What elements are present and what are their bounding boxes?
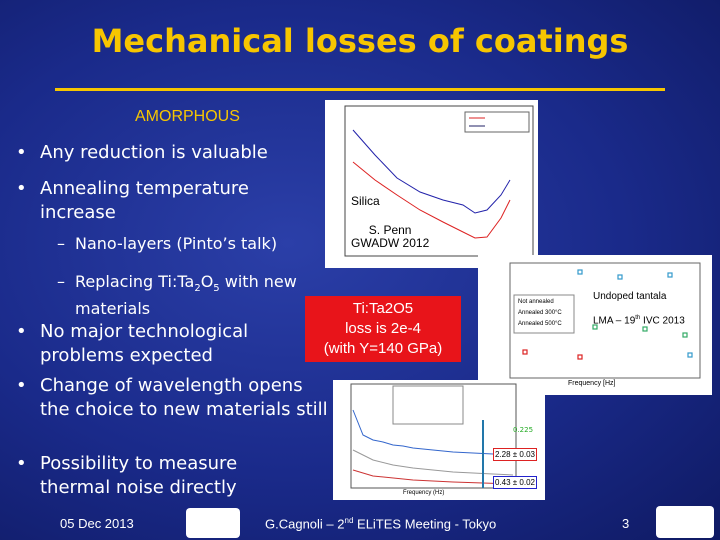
bullet-text: Possibility to measure thermal noise dir… [40, 453, 238, 498]
tantala-figure: Not annealed Annealed 300°C Annealed 500… [478, 255, 712, 395]
credit-part: IVC 2013 [640, 315, 685, 327]
legend-box [464, 111, 530, 133]
footer-date: 05 Dec 2013 [60, 516, 134, 531]
credit-part: th [635, 315, 641, 321]
sub-bullet-text: Nano-layers (Pinto’s talk) [75, 234, 278, 253]
event-part: nd [344, 516, 354, 525]
legend-entry: Annealed 300°C [518, 310, 562, 316]
text-part: 2 [194, 283, 201, 295]
figure-label: Undoped tantala [593, 291, 667, 302]
silica-plot [344, 105, 534, 257]
title: Mechanical losses of coatings [91, 22, 629, 60]
tantala-plot [509, 262, 701, 379]
bullet: • No major technological problems expecte… [16, 321, 249, 366]
annotation: 2.28 ± 0.03 [493, 448, 537, 461]
section-label: AMORPHOUS [135, 108, 240, 125]
callout-line: loss is 2e-4 [345, 320, 421, 337]
credit-line: GWADW 2012 [351, 236, 430, 250]
callout-line: (with Y=140 GPa) [323, 340, 443, 357]
text-part: O [200, 272, 214, 291]
legend: Not annealed Annealed 300°C Annealed 500… [518, 297, 562, 330]
event-part: ELiTES Meeting - Tokyo [353, 516, 497, 532]
curve [352, 469, 514, 485]
annotation: 0.43 ± 0.02 [493, 476, 537, 489]
curve [352, 161, 511, 239]
footer-event: G.Cagnoli – 2nd ELiTES Meeting - Tokyo [265, 516, 496, 531]
plot-frame [350, 383, 517, 489]
text-part: 5 [213, 283, 220, 295]
figure-credit: LMA – 19th IVC 2013 [593, 315, 685, 326]
curve [352, 449, 514, 476]
bullet: • Change of wavelength opens the choice t… [16, 375, 328, 420]
figure-credit: S. Penn GWADW 2012 [351, 224, 429, 250]
x-axis-label: Frequency [Hz] [568, 380, 616, 387]
event-part: G.Cagnoli – 2 [265, 516, 345, 532]
title-rule [55, 88, 665, 91]
plot-frame [509, 262, 701, 379]
legend-box [513, 294, 575, 334]
x-axis-label: Frequency (Hz) [403, 490, 445, 496]
logo [656, 506, 714, 538]
annotation: 0.225 [513, 426, 534, 434]
spectrum-plot [350, 383, 517, 489]
plot-frame [344, 105, 534, 257]
legend-entry: Not annealed [518, 299, 554, 305]
sub-bullet: – Replacing Ti:Ta2O5 with new materials [57, 272, 297, 319]
bullet-text: Annealing temperature increase [40, 178, 249, 223]
bullet: • Possibility to measure thermal noise di… [16, 453, 238, 498]
silica-figure: Silica S. Penn GWADW 2012 [325, 100, 538, 268]
bullet: • Any reduction is valuable [16, 142, 268, 163]
sub-bullet: – Nano-layers (Pinto’s talk) [57, 234, 278, 253]
callout-line: Ti:Ta2O5 [352, 300, 414, 317]
legend-entry: Annealed 500°C [518, 321, 562, 327]
spectrum-figure: 0.225 2.28 ± 0.03 0.43 ± 0.02 Frequency … [333, 380, 545, 500]
curve [352, 409, 513, 455]
curve [352, 129, 511, 214]
bullet-text: Change of wavelength opens the choice to… [40, 375, 328, 420]
callout: Ti:Ta2O5 loss is 2e-4 (with Y=140 GPa) [305, 296, 461, 362]
credit-line: S. Penn [368, 223, 412, 237]
bullet: • Annealing temperature increase [16, 178, 249, 223]
logo [186, 508, 240, 538]
figure-label: Silica [351, 194, 380, 208]
bullet-text: No major technological problems expected [40, 321, 249, 366]
markers [522, 269, 693, 360]
text-part: with new materials [75, 272, 297, 319]
legend-box [392, 385, 464, 425]
text-part: Replacing Ti:Ta [75, 272, 195, 291]
credit-part: LMA – 19 [593, 315, 636, 327]
page-number: 3 [622, 516, 630, 531]
bullet-text: Any reduction is valuable [40, 142, 268, 163]
